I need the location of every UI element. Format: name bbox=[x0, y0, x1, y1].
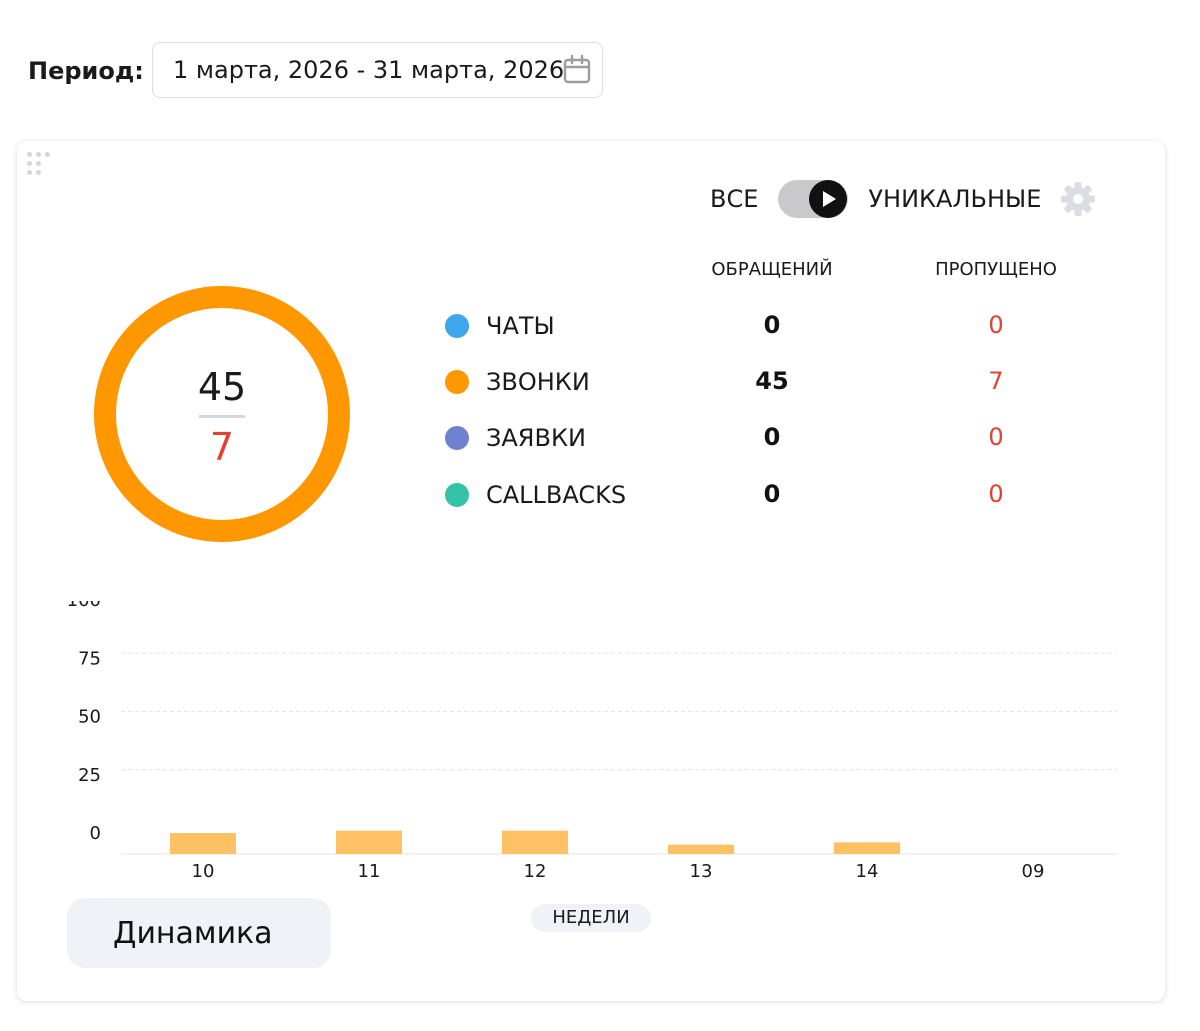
dynamics-button[interactable]: Динамика bbox=[67, 898, 331, 968]
x-tick-label: 13 bbox=[690, 861, 713, 882]
chart-bar[interactable] bbox=[834, 842, 900, 854]
requests-requests: 0 bbox=[763, 423, 781, 451]
chats-requests: 0 bbox=[763, 311, 781, 339]
column-header-missed: ПРОПУЩЕНО bbox=[935, 259, 1057, 280]
weeks-period-pill[interactable]: НЕДЕЛИ bbox=[531, 904, 651, 932]
callbacks-missed: 0 bbox=[988, 480, 1004, 508]
y-tick-label: 75 bbox=[78, 648, 101, 669]
legend-item-requests[interactable]: ЗАЯВКИ bbox=[445, 418, 586, 458]
chart-bar[interactable] bbox=[668, 844, 734, 854]
donut-divider bbox=[199, 415, 245, 418]
x-tick-label: 11 bbox=[358, 861, 381, 882]
legend-label: ЗВОНКИ bbox=[486, 368, 590, 396]
requests-color-dot bbox=[445, 426, 469, 450]
legend-item-calls[interactable]: ЗВОНКИ bbox=[445, 362, 590, 402]
legend-label: ЗАЯВКИ bbox=[486, 424, 586, 452]
chart-bar[interactable] bbox=[336, 830, 402, 854]
chart-bar[interactable] bbox=[170, 833, 236, 854]
mode-toggle-row: ВСЕ УНИКАЛЬНЫЕ bbox=[710, 179, 1041, 219]
chats-missed: 0 bbox=[988, 311, 1004, 339]
stats-card: ВСЕ УНИКАЛЬНЫЕ 45 7 ОБРАЩЕНИЙ ПРОПУЩЕНО … bbox=[17, 141, 1165, 1001]
legend-item-callbacks[interactable]: CALLBACKS bbox=[445, 475, 626, 515]
weekly-bar-chart: 0 25 50 75 100 10 11 12 13 14 09 bbox=[67, 601, 1117, 882]
chats-color-dot bbox=[445, 314, 469, 338]
donut-total: 45 bbox=[197, 365, 247, 409]
callbacks-color-dot bbox=[445, 483, 469, 507]
legend-item-chats[interactable]: ЧАТЫ bbox=[445, 306, 555, 346]
x-tick-label: 10 bbox=[192, 861, 215, 882]
summary-donut bbox=[94, 286, 350, 542]
drag-handle-icon[interactable] bbox=[27, 152, 55, 178]
toggle-label-unique[interactable]: УНИКАЛЬНЫЕ bbox=[868, 185, 1042, 213]
calls-missed: 7 bbox=[988, 367, 1004, 395]
donut-center: 45 7 bbox=[93, 285, 351, 543]
x-tick-label: 14 bbox=[856, 861, 879, 882]
x-tick-label: 12 bbox=[524, 861, 547, 882]
chart-bar[interactable] bbox=[502, 830, 568, 854]
legend-label: CALLBACKS bbox=[486, 481, 627, 509]
toggle-label-all[interactable]: ВСЕ bbox=[710, 185, 759, 213]
gear-icon[interactable] bbox=[1060, 181, 1096, 217]
period-row: Период: 1 марта, 2026 - 31 марта, 2026 bbox=[28, 42, 603, 100]
calls-color-dot bbox=[445, 370, 469, 394]
y-tick-label: 50 bbox=[78, 707, 101, 728]
column-header-requests: ОБРАЩЕНИЙ bbox=[711, 259, 833, 280]
y-tick-label: 25 bbox=[78, 765, 101, 786]
x-tick-label: 09 bbox=[1022, 861, 1045, 882]
legend-label: ЧАТЫ bbox=[486, 312, 555, 340]
requests-missed: 0 bbox=[988, 423, 1004, 451]
y-tick-label: 100 bbox=[67, 601, 101, 611]
calls-requests: 45 bbox=[755, 367, 789, 395]
callbacks-requests: 0 bbox=[763, 480, 781, 508]
toggle-knob bbox=[809, 180, 848, 218]
y-tick-label: 0 bbox=[90, 823, 101, 844]
date-range-input[interactable]: 1 марта, 2026 - 31 марта, 2026 bbox=[152, 42, 603, 98]
calendar-icon[interactable] bbox=[562, 54, 592, 86]
donut-missed: 7 bbox=[209, 425, 235, 469]
period-label: Период: bbox=[28, 57, 144, 85]
date-range-value: 1 марта, 2026 - 31 марта, 2026 bbox=[173, 56, 565, 84]
unique-toggle-switch[interactable] bbox=[778, 180, 849, 218]
